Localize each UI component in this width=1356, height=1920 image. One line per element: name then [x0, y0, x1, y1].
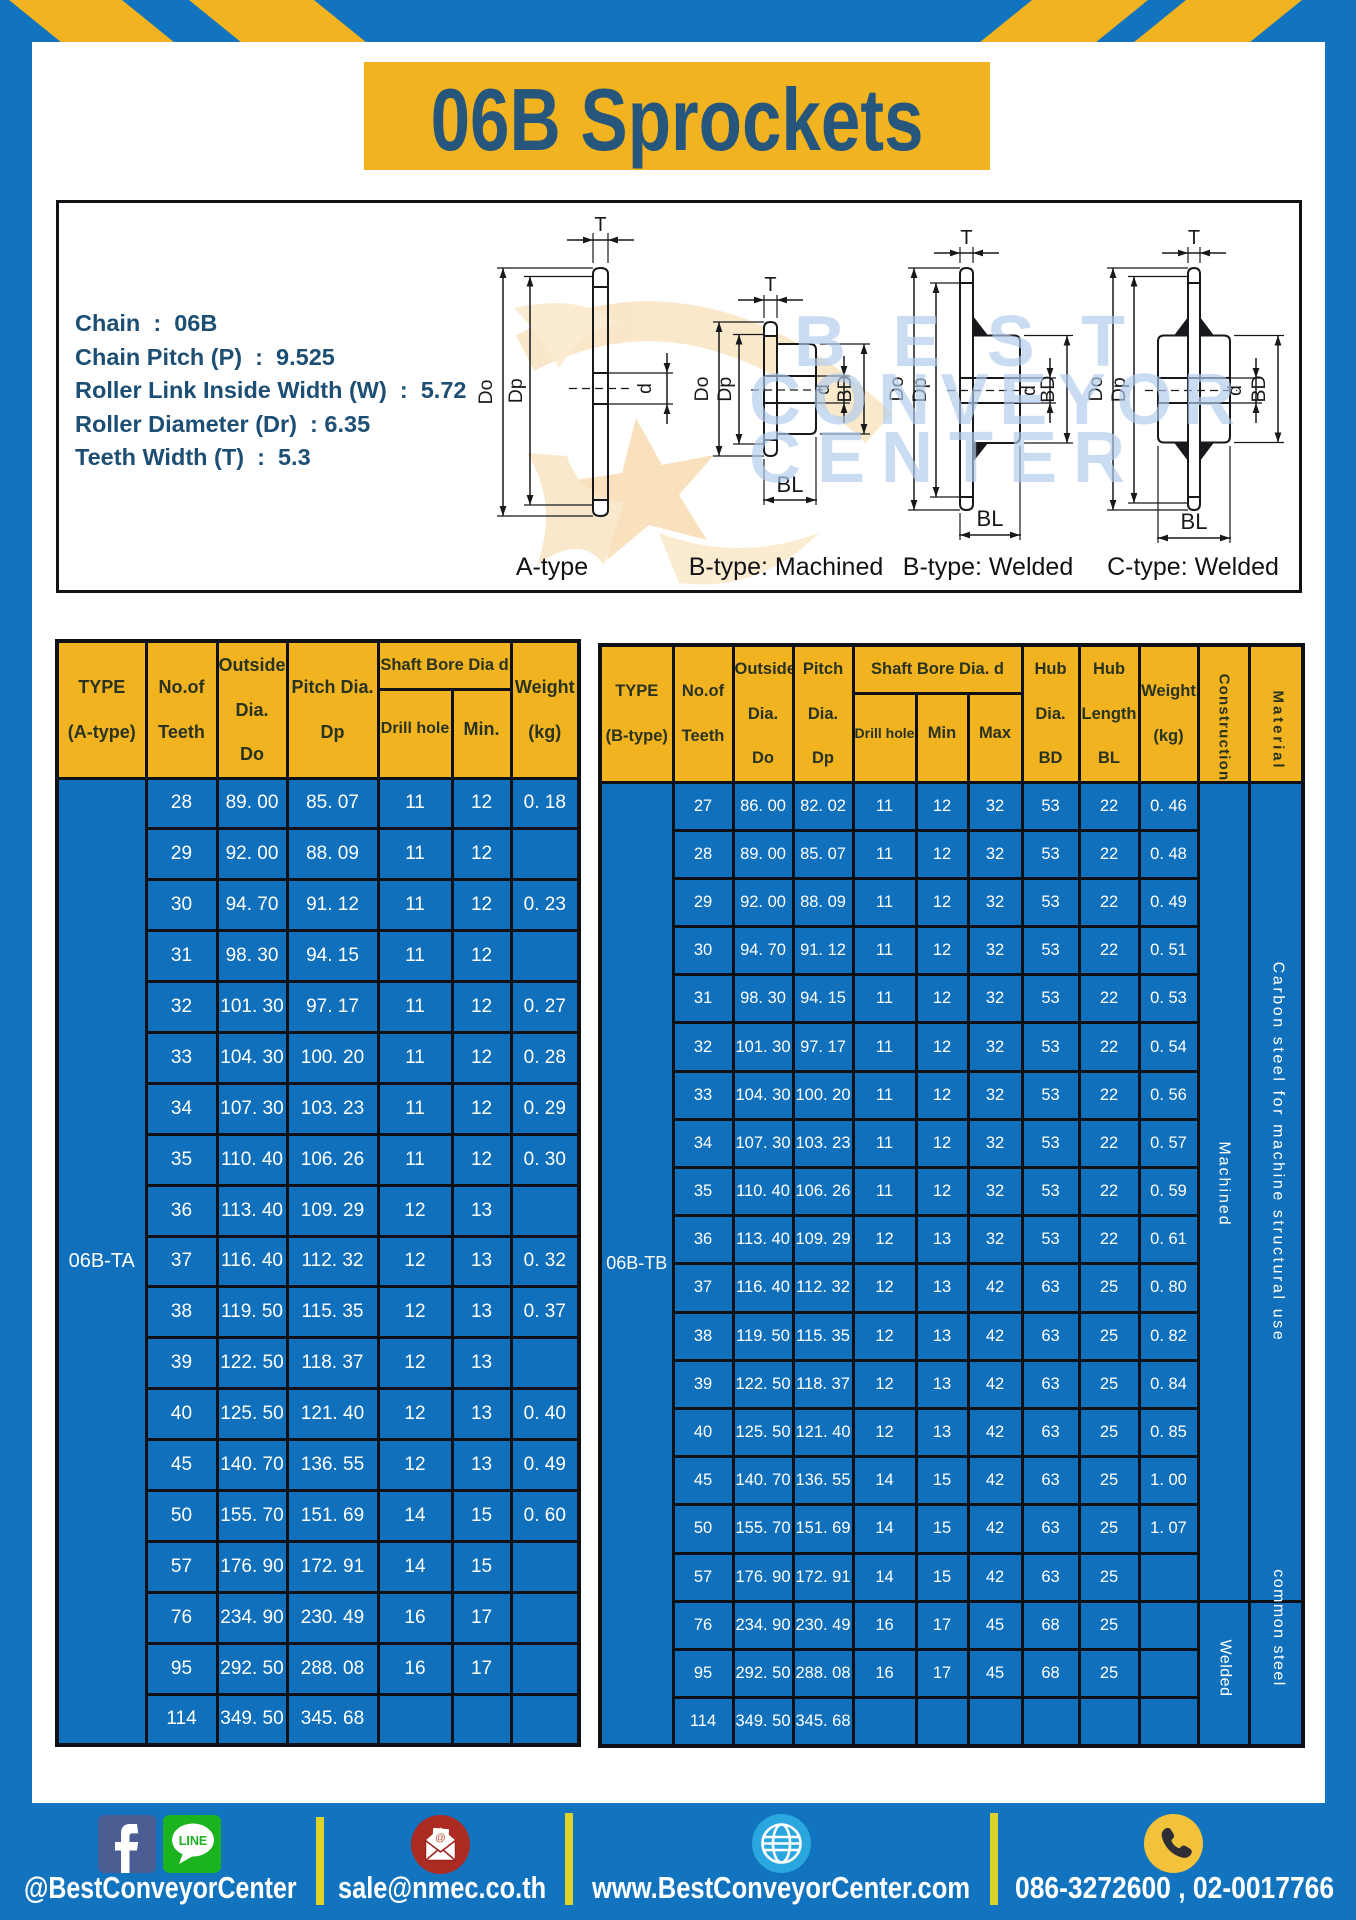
- svg-text:T: T: [594, 214, 606, 236]
- svg-text:B-type: Welded: B-type: Welded: [903, 553, 1073, 581]
- svg-text:BL: BL: [1181, 509, 1208, 534]
- svg-text:T: T: [960, 227, 972, 249]
- svg-text:A-type: A-type: [516, 553, 588, 581]
- svg-text:d: d: [1018, 385, 1040, 396]
- svg-text:BL: BL: [777, 472, 804, 497]
- svg-text:T: T: [1188, 227, 1200, 249]
- svg-text:Dp: Dp: [1108, 377, 1130, 402]
- svg-text:B-type: Machined: B-type: Machined: [689, 553, 884, 581]
- svg-text:BL: BL: [977, 506, 1004, 531]
- svg-text:C-type: Welded: C-type: Welded: [1107, 553, 1279, 581]
- svg-text:d: d: [812, 384, 834, 395]
- svg-text:Dp: Dp: [909, 377, 931, 402]
- svg-text:BD: BD: [1248, 375, 1270, 402]
- svg-text:Dp: Dp: [505, 378, 527, 403]
- svg-text:LINE: LINE: [179, 1834, 207, 1848]
- svg-text:d: d: [634, 383, 656, 394]
- svg-text:Dp: Dp: [714, 377, 736, 402]
- svg-text:Do: Do: [475, 379, 497, 404]
- svg-text:Do: Do: [886, 376, 908, 401]
- svg-text:Do: Do: [691, 376, 713, 401]
- svg-text:Do: Do: [1085, 376, 1107, 401]
- svg-text:d: d: [1224, 385, 1246, 396]
- svg-text:BD: BD: [834, 375, 856, 402]
- svg-text:@: @: [435, 1832, 447, 1845]
- svg-text:BD: BD: [1037, 376, 1059, 403]
- svg-text:T: T: [764, 274, 776, 296]
